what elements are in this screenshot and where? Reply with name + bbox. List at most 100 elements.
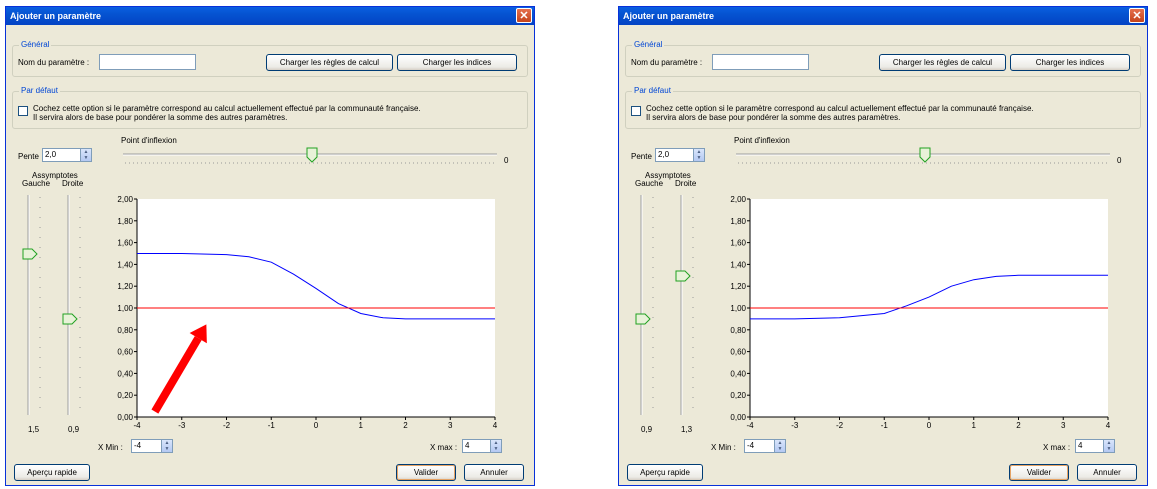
left-asymptote-slider[interactable] [633,193,663,419]
asymptotes-label: Assymptotes [645,171,691,180]
y-tick-label: 0,00 [117,413,133,422]
y-tick-label: 1,40 [730,260,746,269]
x-tick-label: 2 [1016,421,1021,430]
xmin-stepper[interactable]: -4 ▲ ▼ [744,439,786,453]
inflection-label: Point d'inflexion [121,136,177,145]
x-tick-label: -2 [836,421,844,430]
y-tick-label: 2,00 [117,195,133,204]
dialog-title: Ajouter un paramètre [623,11,715,21]
slider-thumb-icon [22,248,38,260]
xmin-label: X Min : [711,443,736,452]
inflection-slider[interactable] [121,147,501,171]
right-asymptote-slider[interactable] [673,193,703,419]
slider-thumb-icon [306,147,318,163]
stepper-arrows-icon[interactable]: ▲ ▼ [693,149,704,161]
inflection-value: 0 [504,156,509,165]
param-name-label: Nom du paramètre : [18,58,90,67]
load-rules-button[interactable]: Charger les règles de calcul [266,54,393,71]
xmin-stepper[interactable]: -4 ▲ ▼ [131,439,173,453]
slope-label: Pente [631,152,652,161]
x-tick-label: 0 [314,421,319,430]
x-tick-label: 3 [1061,421,1066,430]
y-tick-label: 1,20 [730,282,746,291]
param-name-label: Nom du paramètre : [631,58,703,67]
y-tick-label: 0,80 [117,326,133,335]
sigmoid-chart: 0,00 0,20 0,40 0,60 0,80 1,00 1,20 1,40 1,60 1,80… [714,187,1139,435]
param-name-input[interactable] [712,54,809,70]
y-tick-label: 2,00 [730,195,746,204]
left-label: Gauche [22,179,51,188]
stepper-arrows-icon[interactable]: ▲ ▼ [161,440,172,452]
series-line-0 [750,274,1108,320]
checkbox-text-line2: Il servira alors de base pour pondérer l… [33,113,288,122]
preview-button[interactable]: Aperçu rapide [14,464,90,481]
cancel-button[interactable]: Annuler [1077,464,1137,481]
xmin-label: X Min : [98,443,123,452]
slider-thumb-icon [919,147,931,163]
xmin-value: -4 [134,441,142,450]
general-group-title: Général [632,40,665,49]
series-line-0 [137,253,495,320]
x-tick-label: -3 [791,421,799,430]
stepper-arrows-icon[interactable]: ▲ ▼ [80,149,91,161]
dialog-left: Ajouter un paramètre ✕ Général Nom du pa… [5,6,535,486]
y-tick-label: 1,00 [730,304,746,313]
load-indices-button[interactable]: Charger les indices [397,54,517,71]
slope-value: 2,0 [658,150,670,159]
right-asymptote-slider[interactable] [60,193,90,419]
y-tick-label: 1,80 [117,217,133,226]
y-tick-label: 1,00 [117,304,133,313]
validate-button[interactable]: Valider [1009,464,1069,481]
slope-stepper[interactable]: 2,0 ▲ ▼ [655,148,705,162]
y-tick-label: 1,80 [730,217,746,226]
sigmoid-chart: 0,00 0,20 0,40 0,60 0,80 1,00 1,20 1,40 1,60 1,80… [101,187,526,435]
x-tick-label: -4 [133,421,141,430]
cancel-button[interactable]: Annuler [464,464,524,481]
y-tick-label: 1,20 [117,282,133,291]
dialog-right: Ajouter un paramètre ✕ Général Nom du pa… [618,6,1148,486]
validate-button[interactable]: Valider [396,464,456,481]
left-asymptote-slider[interactable] [20,193,50,419]
inflection-slider[interactable] [734,147,1114,171]
general-group: Général [625,40,1141,77]
checkbox-text-line2: Il servira alors de base pour pondérer l… [646,113,901,122]
stepper-arrows-icon[interactable]: ▲ ▼ [490,440,501,452]
inflection-label: Point d'inflexion [734,136,790,145]
slider-thumb-icon [62,313,78,325]
xmax-value: 4 [1078,441,1083,450]
param-name-input[interactable] [99,54,196,70]
load-rules-button[interactable]: Charger les règles de calcul [879,54,1006,71]
x-tick-label: -2 [223,421,231,430]
close-icon[interactable]: ✕ [516,8,532,23]
default-group: Par défaut [12,86,528,129]
y-tick-label: 0,20 [730,391,746,400]
x-tick-label: -4 [746,421,754,430]
right-label: Droite [62,179,84,188]
y-tick-label: 1,60 [117,239,133,248]
x-tick-label: 4 [1106,421,1111,430]
preview-button[interactable]: Aperçu rapide [627,464,703,481]
default-checkbox[interactable] [18,106,28,116]
y-tick-label: 0,80 [730,326,746,335]
xmax-stepper[interactable]: 4 ▲ ▼ [462,439,502,453]
default-checkbox[interactable] [631,106,641,116]
xmax-stepper[interactable]: 4 ▲ ▼ [1075,439,1115,453]
xmin-value: -4 [747,441,755,450]
xmax-label: X max : [430,443,458,452]
inflection-value: 0 [1117,156,1122,165]
load-indices-button[interactable]: Charger les indices [1010,54,1130,71]
left-asymptote-value: 0,9 [641,425,653,434]
y-tick-label: 0,40 [730,369,746,378]
stepper-arrows-icon[interactable]: ▲ ▼ [1103,440,1114,452]
slope-stepper[interactable]: 2,0 ▲ ▼ [42,148,92,162]
default-group: Par défaut [625,86,1141,129]
right-asymptote-value: 1,3 [681,425,693,434]
title-bar: Ajouter un paramètre ✕ [619,7,1147,25]
default-group-title: Par défaut [19,86,60,95]
asymptotes-label: Assymptotes [32,171,78,180]
stepper-arrows-icon[interactable]: ▲ ▼ [774,440,785,452]
right-asymptote-value: 0,9 [68,425,80,434]
close-icon[interactable]: ✕ [1129,8,1145,23]
x-tick-label: 2 [403,421,408,430]
checkbox-text-line1: Cochez cette option si le paramètre corr… [646,104,1034,113]
